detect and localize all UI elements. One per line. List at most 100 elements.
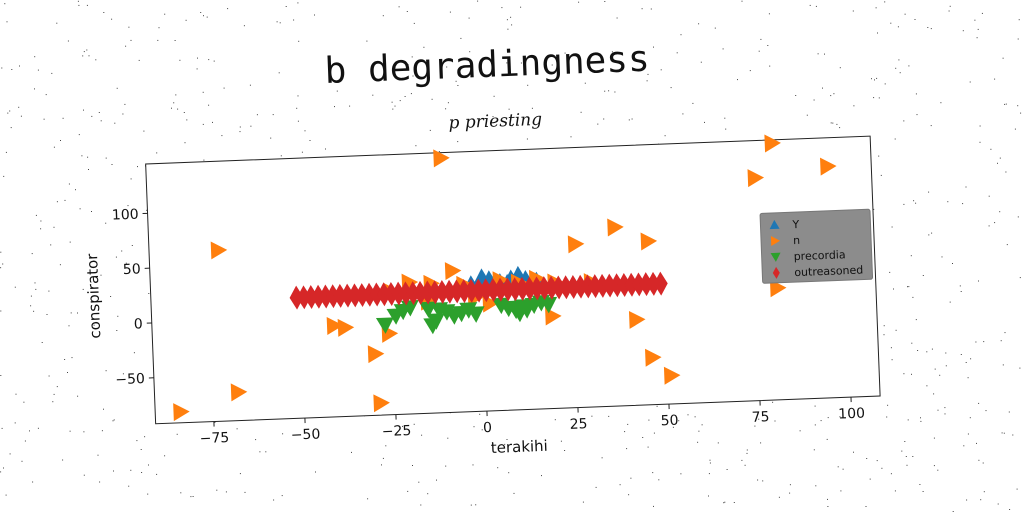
noise-speck [208, 59, 210, 61]
noise-speck [915, 319, 917, 321]
data-point [466, 306, 485, 323]
noise-speck [1004, 332, 1006, 334]
data-point [355, 283, 370, 308]
noise-speck [852, 10, 854, 12]
noise-speck [866, 458, 868, 459]
noise-speck [832, 122, 834, 124]
noise-speck [41, 342, 43, 343]
noise-speck [407, 490, 409, 492]
data-point [444, 262, 462, 281]
noise-speck [916, 114, 918, 116]
data-point [539, 296, 558, 314]
noise-speck [2, 263, 4, 265]
noise-speck [1017, 216, 1019, 218]
data-point [442, 279, 457, 304]
noise-speck [334, 106, 335, 108]
noise-speck [744, 464, 746, 466]
noise-speck [772, 401, 774, 403]
noise-speck [239, 131, 241, 133]
noise-speck [656, 405, 658, 407]
data-point [369, 282, 384, 307]
noise-speck [24, 440, 26, 442]
noise-speck [881, 467, 883, 469]
y-tick-label: 50 [123, 261, 141, 278]
noise-speck [457, 141, 459, 143]
noise-speck [754, 425, 756, 427]
noise-speck [203, 15, 204, 17]
noise-speck [904, 13, 906, 15]
noise-speck [962, 30, 964, 32]
noise-speck [67, 372, 68, 373]
noise-speck [468, 17, 470, 19]
noise-speck [930, 28, 932, 30]
noise-speck [3, 175, 5, 177]
noise-speck [878, 97, 880, 99]
noise-speck [78, 134, 80, 136]
noise-speck [60, 140, 61, 141]
noise-speck [438, 151, 440, 152]
noise-speck [62, 117, 64, 119]
noise-speck [817, 53, 819, 55]
noise-speck [46, 314, 48, 315]
noise-speck [82, 288, 84, 290]
noise-speck [427, 493, 429, 495]
noise-speck [762, 480, 764, 482]
noise-speck [746, 452, 748, 454]
legend-entry: precordia [770, 248, 846, 263]
noise-speck [158, 27, 160, 29]
noise-speck [608, 415, 610, 417]
noise-speck [564, 52, 566, 54]
data-point [347, 283, 362, 308]
noise-speck [876, 77, 878, 79]
noise-speck [34, 88, 35, 90]
noise-speck [757, 479, 759, 481]
noise-speck [29, 430, 30, 432]
legend-label: precordia [793, 248, 845, 263]
noise-speck [903, 373, 905, 375]
noise-speck [717, 442, 719, 444]
noise-speck [865, 506, 867, 507]
data-point [544, 275, 559, 300]
noise-speck [890, 22, 892, 24]
noise-speck [611, 51, 613, 53]
x-tick-label: 75 [751, 409, 769, 426]
noise-speck [827, 498, 828, 500]
noise-speck [508, 108, 510, 110]
noise-speck [893, 288, 894, 290]
noise-speck [749, 70, 751, 72]
noise-speck [960, 291, 962, 292]
noise-speck [839, 416, 841, 418]
noise-speck [285, 6, 287, 7]
data-point [435, 280, 450, 304]
noise-speck [591, 415, 593, 417]
data-point [529, 276, 544, 301]
noise-speck [32, 481, 34, 483]
noise-speck [908, 65, 910, 67]
noise-speck [279, 22, 281, 24]
noise-speck [315, 471, 316, 473]
noise-speck [447, 102, 449, 104]
noise-speck [760, 442, 762, 444]
noise-speck [508, 472, 510, 474]
noise-speck [472, 464, 474, 466]
data-point [326, 284, 341, 309]
noise-speck [99, 481, 101, 483]
noise-speck [40, 228, 42, 230]
noise-speck [83, 474, 85, 476]
noise-speck [985, 410, 987, 412]
noise-speck [969, 81, 971, 83]
noise-speck [891, 226, 893, 228]
data-point [493, 277, 508, 302]
noise-speck [367, 498, 369, 500]
legend-entry: n [770, 234, 800, 247]
noise-speck [239, 126, 241, 128]
noise-speck [43, 118, 45, 120]
noise-speck [824, 53, 825, 55]
noise-speck [920, 420, 922, 422]
noise-speck [37, 427, 39, 429]
noise-speck [969, 417, 971, 419]
noise-speck [949, 301, 951, 303]
noise-speck [197, 57, 198, 59]
noise-speck [999, 157, 1001, 159]
noise-speck [887, 404, 889, 406]
